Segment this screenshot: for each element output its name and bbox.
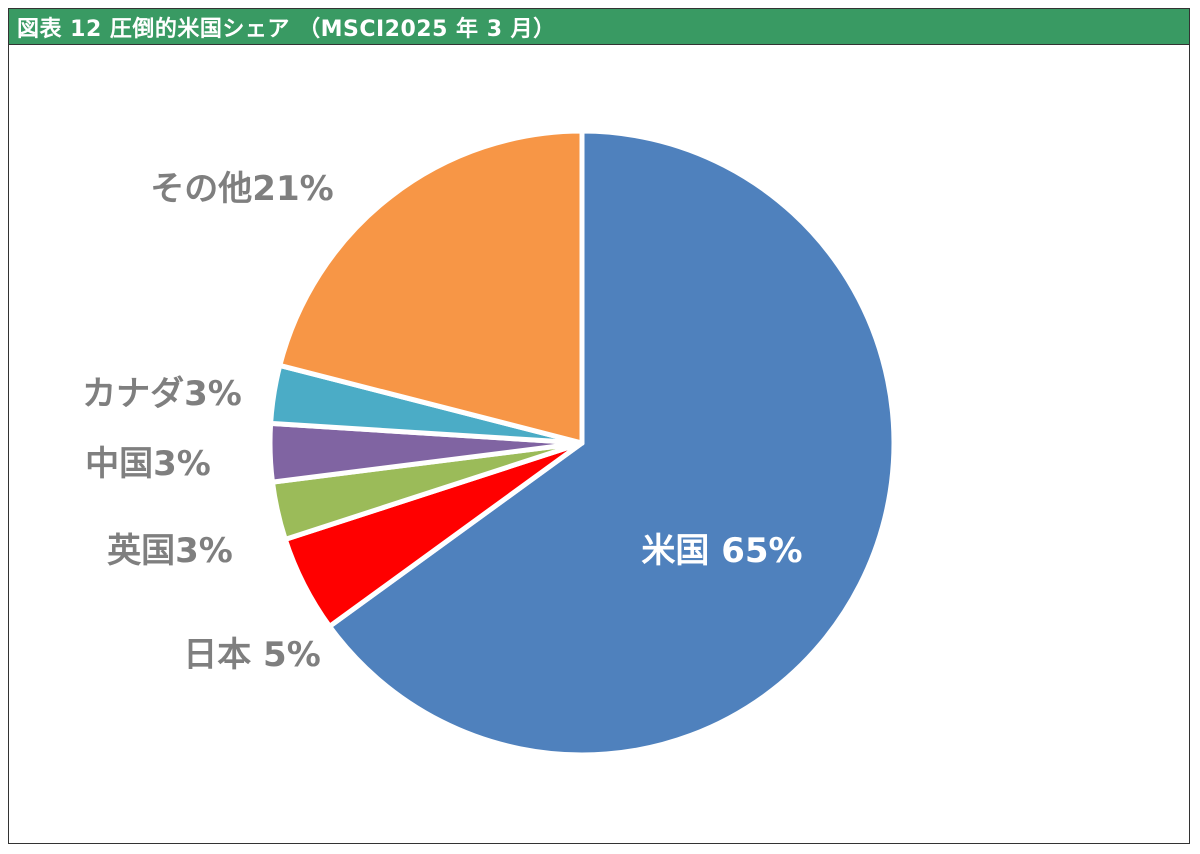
pie-label-2: 日本 5% bbox=[183, 635, 321, 675]
pie-slice-1 bbox=[327, 128, 897, 758]
pie-label-5: カナダ3% bbox=[82, 374, 242, 414]
pie-label-1: 米国 65% bbox=[641, 531, 802, 571]
pie-label-6: その他21% bbox=[150, 169, 333, 209]
pie-labels: 米国 65% 日本 5% 英国3% 中国3% カナダ3% その他21% bbox=[82, 169, 802, 675]
pie-label-4: 中国3% bbox=[85, 444, 211, 484]
title-bar: 図表 12 圧倒的米国シェア （MSCI2025 年 3 月） bbox=[9, 9, 1189, 45]
pie-label-3: 英国3% bbox=[107, 531, 233, 571]
pie-slice-6 bbox=[277, 128, 585, 446]
pie-slices bbox=[267, 128, 897, 758]
chart-title: 図表 12 圧倒的米国シェア （MSCI2025 年 3 月） bbox=[17, 16, 556, 42]
